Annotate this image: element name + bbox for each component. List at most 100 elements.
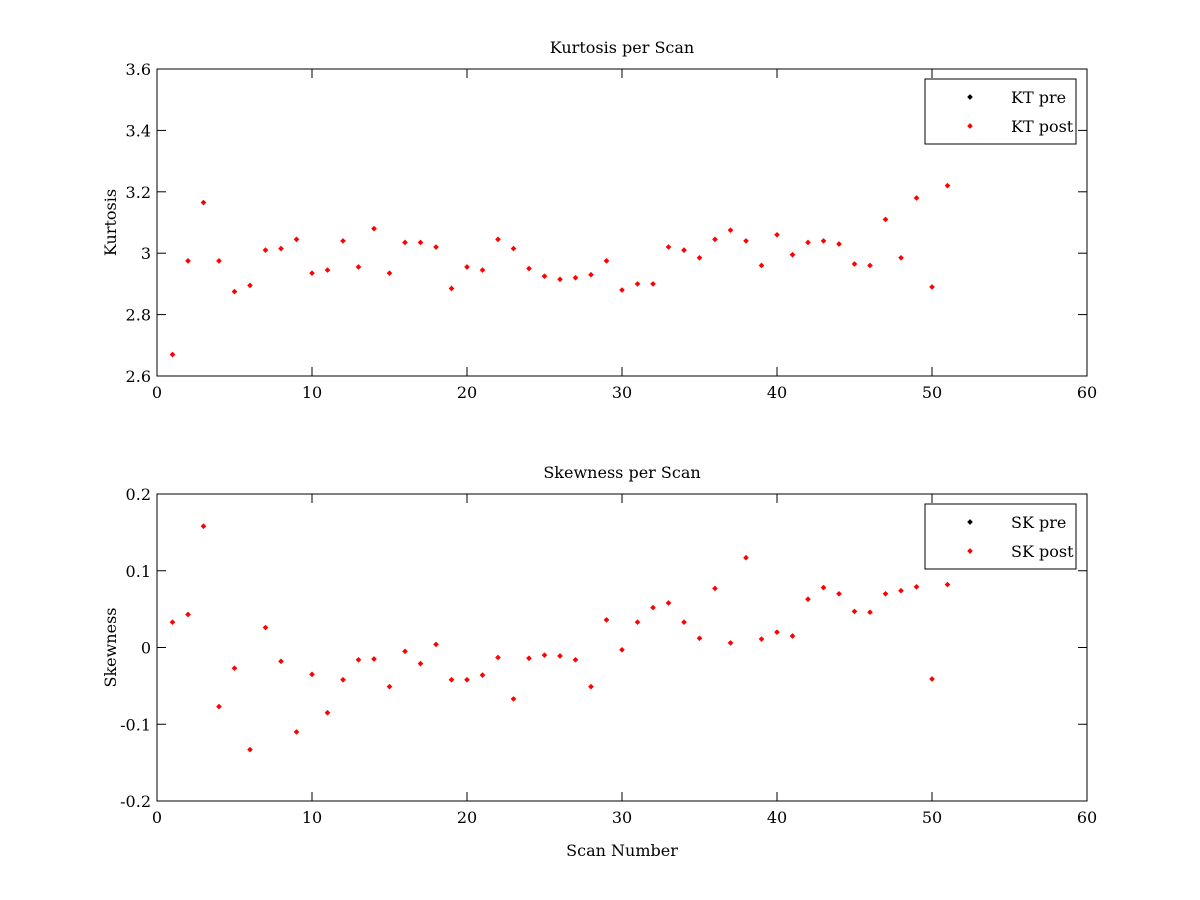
- data-point: [417, 239, 424, 246]
- data-point: [634, 281, 641, 287]
- legend-label: KT post: [1011, 117, 1074, 136]
- data-point: [510, 245, 517, 252]
- legend-marker: [967, 94, 973, 100]
- data-point: [696, 635, 703, 642]
- data-point: [867, 262, 873, 269]
- data-point: [278, 245, 284, 252]
- data-point: [836, 241, 842, 247]
- data-point: [929, 284, 935, 290]
- data-point: [433, 244, 439, 250]
- y-tick-label: 2.6: [126, 367, 151, 386]
- y-tick-label: 3.2: [126, 183, 151, 202]
- data-point: [557, 653, 563, 659]
- data-point: [851, 261, 858, 267]
- data-point: [262, 247, 269, 253]
- data-point: [169, 351, 176, 358]
- subplot-1: 0 10 20 30 40 50 60 2.6 2.8 3 3.2 3.4 3.6 Kurtosis pe…: [101, 38, 1097, 402]
- data-point: [944, 581, 951, 588]
- data-point: [882, 216, 889, 223]
- data-point: [231, 665, 238, 672]
- data-point: [169, 619, 176, 626]
- y-tick-label: 0: [141, 639, 151, 658]
- x-tick-label: 30: [612, 808, 632, 827]
- data-point: [572, 274, 579, 281]
- x-tick-label: 60: [1077, 808, 1097, 827]
- legend-label: KT pre: [1011, 88, 1066, 107]
- data-point: [355, 264, 362, 270]
- data-point: [479, 672, 486, 678]
- data-point: [789, 251, 796, 258]
- data-point: [619, 646, 625, 653]
- data-point: [495, 654, 501, 661]
- data-point: [340, 238, 346, 244]
- data-point: [634, 619, 641, 626]
- data-point: [309, 671, 315, 678]
- x-tick-label: 60: [1077, 383, 1097, 402]
- subplot-2: 0 10 20 30 40 50 60 -0.2 -0.1 0 0.1 0.2 Skewness per…: [101, 463, 1097, 860]
- data-point: [293, 236, 300, 243]
- data-point: [355, 656, 362, 663]
- data-point: [867, 609, 873, 616]
- x-tick-label: 40: [767, 383, 787, 402]
- data-point: [774, 629, 780, 635]
- y-tick-label: 2.8: [126, 306, 151, 325]
- data-point: [340, 676, 346, 683]
- data-point: [650, 604, 656, 611]
- data-point: [758, 636, 765, 642]
- data-point: [464, 676, 470, 683]
- chart-title: Kurtosis per Scan: [550, 38, 694, 57]
- x-tick-label: 0: [152, 383, 162, 402]
- legend: SK pre SK post: [924, 503, 1077, 570]
- data-point: [588, 271, 594, 278]
- data-point: [743, 554, 749, 561]
- y-axis-label: Skewness: [101, 607, 120, 687]
- data-point: [402, 239, 408, 246]
- data-point: [526, 655, 532, 662]
- data-point: [231, 288, 238, 295]
- data-point: [929, 676, 935, 682]
- x-tick-label: 10: [302, 808, 322, 827]
- data-point: [216, 703, 222, 710]
- data-point: [371, 225, 377, 232]
- y-tick-label: -0.2: [120, 792, 151, 811]
- y-axis-label: Kurtosis: [101, 189, 120, 256]
- data-point: [882, 590, 889, 597]
- data-point: [898, 254, 904, 261]
- x-tick-label: 20: [457, 808, 477, 827]
- data-point: [293, 729, 300, 735]
- data-point: [386, 683, 393, 690]
- data-point: [712, 585, 718, 592]
- data-point: [851, 608, 858, 615]
- data-point: [836, 590, 842, 597]
- data-point: [371, 656, 377, 662]
- data-point: [541, 273, 548, 280]
- data-point: [789, 633, 796, 639]
- data-point: [913, 195, 920, 201]
- data-point: [898, 587, 904, 594]
- data-point: [262, 624, 269, 631]
- data-point: [247, 746, 253, 753]
- y-tick-label: 0.2: [126, 485, 151, 504]
- data-point: [402, 648, 408, 655]
- data-point: [495, 236, 501, 243]
- data-point: [309, 270, 315, 276]
- data-point: [464, 264, 470, 270]
- data-point: [417, 660, 424, 667]
- legend: KT pre KT post: [924, 78, 1077, 145]
- data-point: [743, 238, 749, 244]
- data-point: [758, 262, 765, 269]
- data-point: [448, 676, 455, 683]
- y-tick-label: -0.1: [120, 715, 151, 734]
- legend-marker: [967, 123, 973, 129]
- legend-box: [924, 503, 1077, 570]
- data-point: [603, 617, 610, 623]
- data-point: [526, 265, 532, 272]
- data-point: [665, 244, 672, 250]
- x-tick-label: 0: [152, 808, 162, 827]
- data-point: [681, 247, 687, 253]
- data-point: [603, 258, 610, 264]
- data-point: [479, 267, 486, 273]
- data-point: [247, 282, 253, 289]
- data-point: [278, 658, 284, 665]
